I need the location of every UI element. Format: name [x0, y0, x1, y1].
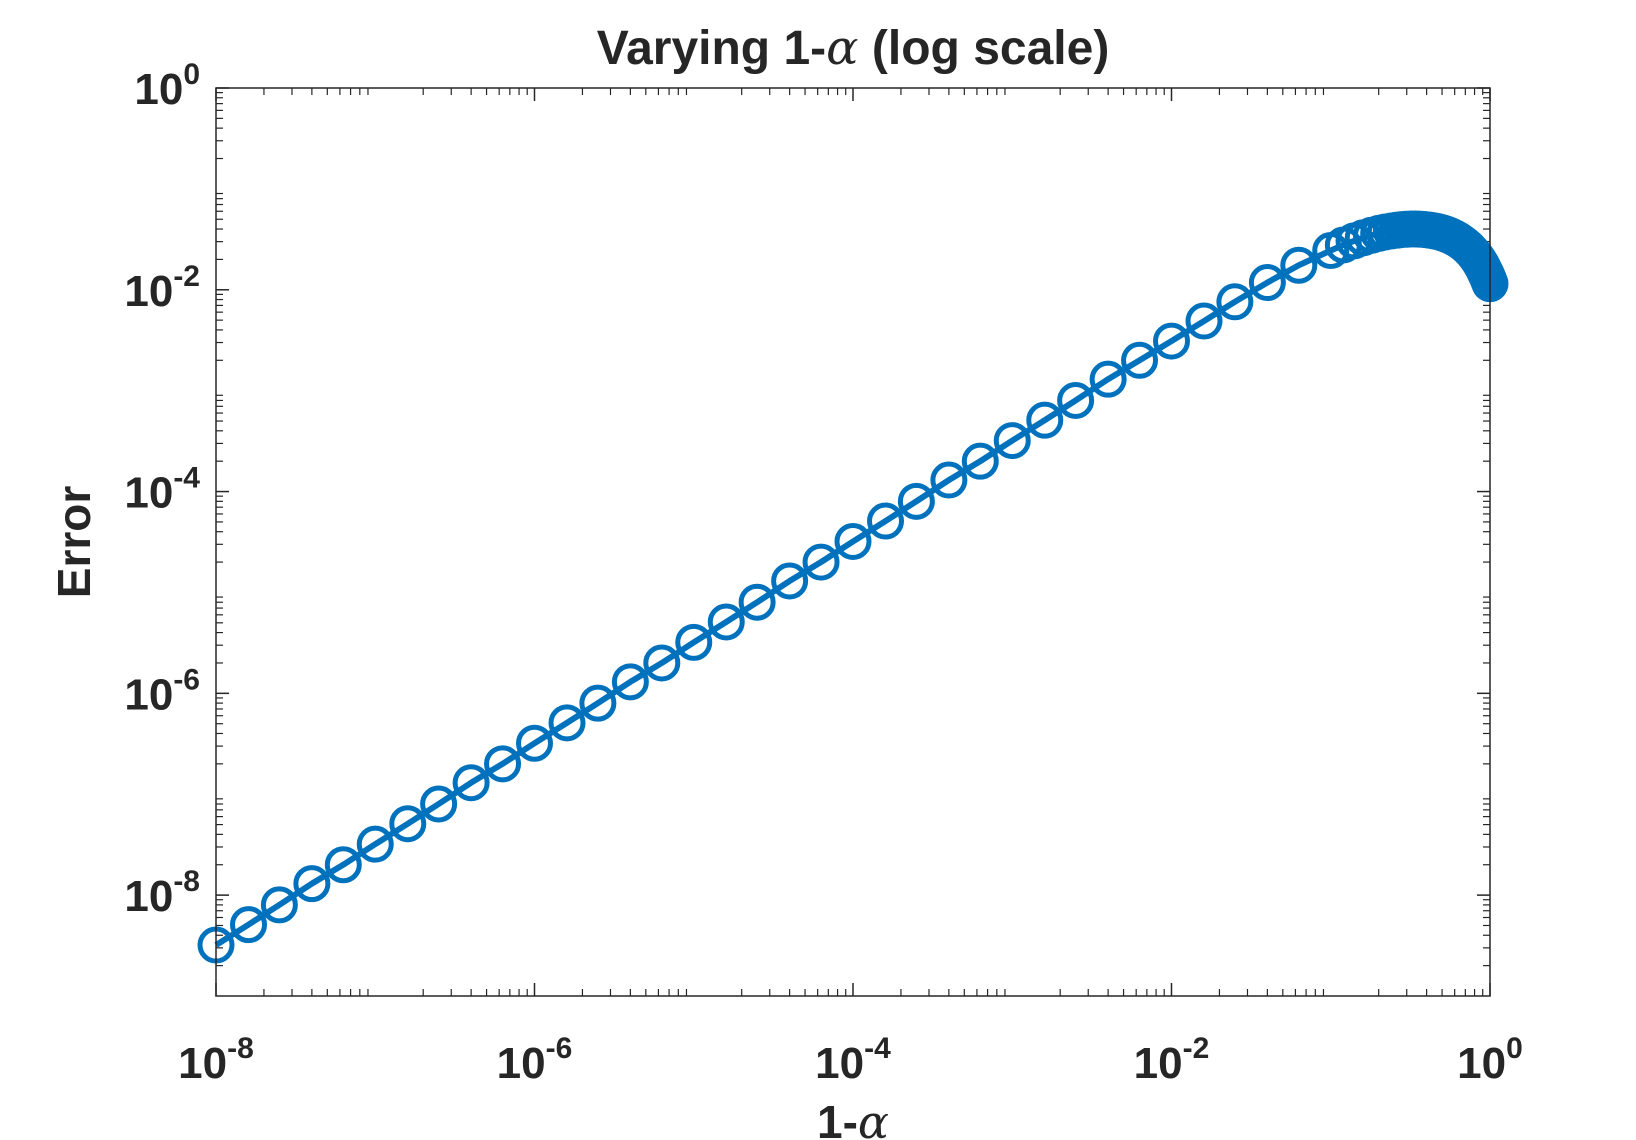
y-tick-base: 10: [124, 469, 173, 518]
x-tick-exponent: -6: [546, 1032, 573, 1065]
data-point: [1121, 341, 1159, 379]
y-tick-label: 10-2: [124, 260, 200, 316]
y-axis-title: Error: [48, 486, 100, 599]
y-tick-exponent: -2: [173, 260, 200, 293]
data-point: [548, 704, 586, 742]
data-point: [1248, 264, 1286, 302]
data-point: [993, 422, 1031, 460]
data-point: [1280, 246, 1318, 284]
data-point: [867, 502, 905, 540]
x-tick-label: 10-6: [497, 1032, 573, 1088]
data-point: [834, 522, 872, 560]
y-tick-exponent: -4: [173, 462, 200, 495]
x-tick-exponent: -4: [864, 1032, 891, 1065]
x-tick-label: 10-4: [815, 1032, 891, 1088]
data-point: [230, 906, 268, 944]
data-point: [389, 805, 427, 843]
y-tick-exponent: -6: [173, 663, 200, 696]
y-tick-exponent: 0: [183, 58, 200, 91]
axes-box: [215, 87, 1491, 997]
x-tick-exponent: -2: [1183, 1032, 1210, 1065]
y-tick-base: 10: [134, 65, 183, 114]
data-point: [675, 623, 713, 661]
y-tick-base: 10: [124, 872, 173, 921]
data-point: [1185, 302, 1223, 340]
chart-title-prefix: Varying 1-: [597, 22, 826, 75]
data-point: [484, 745, 522, 783]
data-point: [516, 724, 553, 762]
x-tick-base: 10: [497, 1039, 546, 1088]
data-point: [1216, 283, 1254, 321]
data-point: [643, 644, 681, 682]
data-point: [930, 461, 968, 499]
x-axis-title-prefix: 1-: [817, 1096, 858, 1140]
data-point: [356, 825, 394, 863]
x-axis-title: 1-α: [817, 1095, 889, 1140]
x-tick-label: 10-2: [1134, 1032, 1210, 1088]
data-point: [420, 785, 458, 823]
data-point: [1153, 322, 1190, 360]
data-point: [452, 764, 490, 802]
x-tick-label: 10-8: [178, 1032, 254, 1088]
y-tick-label: 10-6: [124, 663, 200, 719]
data-point: [1089, 360, 1127, 398]
series-layer: [197, 210, 1509, 964]
x-tick-base: 10: [178, 1039, 227, 1088]
data-point: [897, 482, 935, 520]
data-point: [260, 886, 298, 924]
data-point: [611, 663, 649, 701]
data-point: [802, 543, 840, 581]
data-point: [961, 442, 999, 480]
data-point: [324, 846, 362, 884]
y-tick-label: 100: [134, 58, 200, 114]
x-tick-exponent: -8: [227, 1032, 254, 1065]
data-point: [707, 603, 745, 641]
data-point: [771, 562, 809, 600]
y-tick-label: 10-4: [124, 462, 200, 518]
chart-title-alpha: α: [826, 20, 858, 76]
y-tick-base: 10: [124, 267, 173, 316]
chart-title-suffix: (log scale): [859, 22, 1110, 75]
x-tick-labels: 10-8 10-6 10-4 10-2 100: [178, 1032, 1523, 1088]
minor-ticks: [216, 88, 1490, 996]
x-tick-base: 10: [1457, 1039, 1506, 1088]
data-point: [738, 583, 776, 621]
y-tick-base: 10: [124, 670, 173, 719]
x-tick-label: 100: [1457, 1032, 1523, 1088]
data-point: [1026, 401, 1064, 439]
y-tick-exponent: -8: [173, 865, 200, 898]
x-axis-title-alpha: α: [858, 1095, 889, 1140]
data-point: [579, 684, 617, 722]
x-tick-exponent: 0: [1506, 1032, 1523, 1065]
chart-title: Varying 1-α (log scale): [597, 20, 1110, 76]
data-point: [1057, 381, 1095, 419]
data-point: [293, 865, 331, 903]
x-tick-base: 10: [1134, 1039, 1183, 1088]
x-tick-base: 10: [815, 1039, 864, 1088]
y-tick-label: 10-8: [124, 865, 200, 921]
